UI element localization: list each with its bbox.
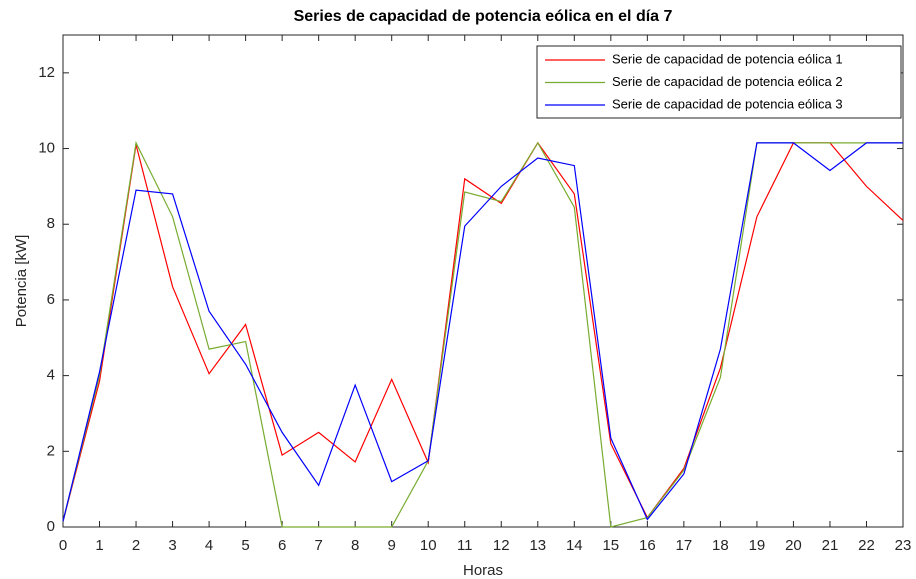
x-tick-label: 1 [95, 537, 103, 554]
x-axis-label: Horas [463, 562, 503, 579]
x-tick-label: 0 [59, 537, 67, 554]
x-tick-label: 22 [858, 537, 875, 554]
chart-title: Series de capacidad de potencia eólica e… [294, 8, 673, 25]
y-tick-label: 8 [47, 215, 55, 232]
x-tick-label: 23 [895, 537, 912, 554]
series-line [62, 142, 903, 522]
x-tick-label: 18 [712, 537, 729, 554]
y-tick-label: 2 [47, 442, 55, 459]
x-tick-label: 6 [278, 537, 286, 554]
x-tick-label: 8 [351, 537, 359, 554]
x-tick-label: 9 [388, 537, 396, 554]
x-tick-label: 13 [529, 537, 546, 554]
x-tick-label: 10 [420, 537, 437, 554]
x-tick-label: 19 [749, 537, 766, 554]
x-tick-label: 20 [785, 537, 802, 554]
series-line [62, 141, 904, 522]
x-tick-label: 11 [457, 537, 473, 554]
y-tick-label: 12 [38, 64, 55, 81]
x-tick-label: 16 [639, 537, 656, 554]
y-tick-label: 10 [38, 140, 55, 157]
x-tick-label: 15 [602, 537, 619, 554]
x-tick-label: 7 [314, 537, 322, 554]
x-tick-label: 2 [132, 537, 140, 554]
y-tick-label: 6 [47, 291, 55, 308]
x-tick-label: 14 [566, 537, 583, 554]
y-tick-label: 4 [47, 367, 55, 384]
y-tick-label: 0 [47, 518, 55, 535]
x-tick-label: 17 [676, 537, 693, 554]
y-axis-label: Potencia [kW] [13, 235, 30, 328]
legend-label: Serie de capacidad de potencia eólica 1 [612, 51, 843, 66]
x-tick-label: 5 [241, 537, 249, 554]
legend-label: Serie de capacidad de potencia eólica 3 [612, 96, 843, 111]
axes-box [62, 34, 904, 528]
legend-label: Serie de capacidad de potencia eólica 2 [612, 74, 843, 89]
x-tick-label: 21 [822, 537, 839, 554]
x-tick-label: 3 [168, 537, 176, 554]
x-tick-label: 12 [493, 537, 510, 554]
x-tick-label: 4 [205, 537, 213, 554]
